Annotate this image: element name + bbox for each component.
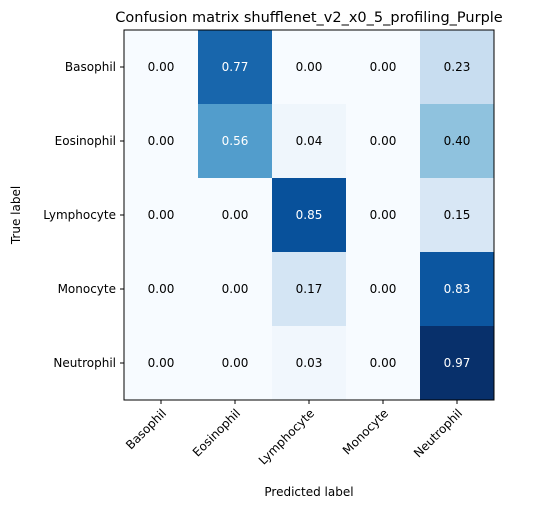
heatmap-cell [272, 104, 346, 178]
heatmap-cell [346, 326, 420, 400]
cell-value-label: 0.00 [222, 282, 249, 296]
cell-value-label: 0.17 [296, 282, 323, 296]
cell-value-label: 0.04 [296, 134, 323, 148]
heatmap-cell [346, 252, 420, 326]
cell-value-label: 0.56 [222, 134, 249, 148]
y-tick-label: Lymphocyte [43, 208, 116, 222]
x-tick-label: Lymphocyte [256, 406, 317, 467]
heatmap-cell [346, 104, 420, 178]
heatmap-cell [124, 30, 198, 104]
heatmap-cell [198, 30, 272, 104]
cell-value-label: 0.00 [370, 60, 397, 74]
heatmap-cell [198, 252, 272, 326]
heatmap-cell [124, 178, 198, 252]
y-axis-ticks: Basophil Eosinophil Lymphocyte Monocyte Neut… [43, 60, 124, 370]
heatmap-cell [272, 30, 346, 104]
heatmap-cell [198, 104, 272, 178]
cell-value-label: 0.00 [148, 282, 175, 296]
cell-value-label: 0.00 [148, 208, 175, 222]
y-tick-label: Neutrophil [53, 356, 116, 370]
x-tick-label: Neutrophil [411, 406, 465, 460]
cell-value-label: 0.00 [222, 208, 249, 222]
cell-value-label: 0.77 [222, 60, 249, 74]
plot-frame [123, 29, 495, 401]
cell-value-label: 0.85 [296, 208, 323, 222]
cell-value-label: 0.97 [444, 356, 471, 370]
heatmap-cell [272, 252, 346, 326]
y-tick-label: Monocyte [58, 282, 116, 296]
cell-value-label: 0.00 [370, 356, 397, 370]
y-tick-label: Eosinophil [55, 134, 116, 148]
cell-value-label: 0.03 [296, 356, 323, 370]
x-tick-label: Monocyte [340, 406, 391, 457]
heatmap-cell [420, 178, 494, 252]
heatmap-cell [346, 30, 420, 104]
heatmap-cell [420, 104, 494, 178]
cell-value-label: 0.00 [370, 134, 397, 148]
x-axis-ticks: Basophil Eosinophil Lymphocyte Monocyte Neut… [123, 400, 465, 468]
y-tick-label: Basophil [65, 60, 116, 74]
cell-value-label: 0.23 [444, 60, 471, 74]
cell-value-label: 0.00 [296, 60, 323, 74]
heatmap-cell [124, 104, 198, 178]
cell-value-label: 0.00 [148, 356, 175, 370]
heatmap-cell [346, 178, 420, 252]
cell-value-label: 0.15 [444, 208, 471, 222]
heatmap-cells [124, 30, 494, 400]
cell-value-label: 0.40 [444, 134, 471, 148]
heatmap-cell [124, 326, 198, 400]
cell-value-label: 0.00 [370, 208, 397, 222]
chart-title: Confusion matrix shufflenet_v2_x0_5_prof… [115, 10, 503, 26]
heatmap-cell [272, 178, 346, 252]
x-axis-label: Predicted label [264, 485, 353, 499]
cell-value-labels: 0.00 0.77 0.00 0.00 0.23 0.00 0.56 0.04 0.00 0.40… [148, 60, 471, 370]
heatmap-cell [124, 252, 198, 326]
cell-value-label: 0.83 [444, 282, 471, 296]
y-axis-label: True label [9, 186, 23, 245]
cell-value-label: 0.00 [148, 60, 175, 74]
heatmap-cell [420, 30, 494, 104]
x-tick-label: Basophil [123, 406, 169, 452]
heatmap-cell [198, 326, 272, 400]
heatmap-cell [198, 178, 272, 252]
heatmap-cell [420, 252, 494, 326]
heatmap-cell [272, 326, 346, 400]
cell-value-label: 0.00 [222, 356, 249, 370]
cell-value-label: 0.00 [370, 282, 397, 296]
heatmap-cell [420, 326, 494, 400]
x-tick-label: Eosinophil [190, 406, 243, 459]
cell-value-label: 0.00 [148, 134, 175, 148]
